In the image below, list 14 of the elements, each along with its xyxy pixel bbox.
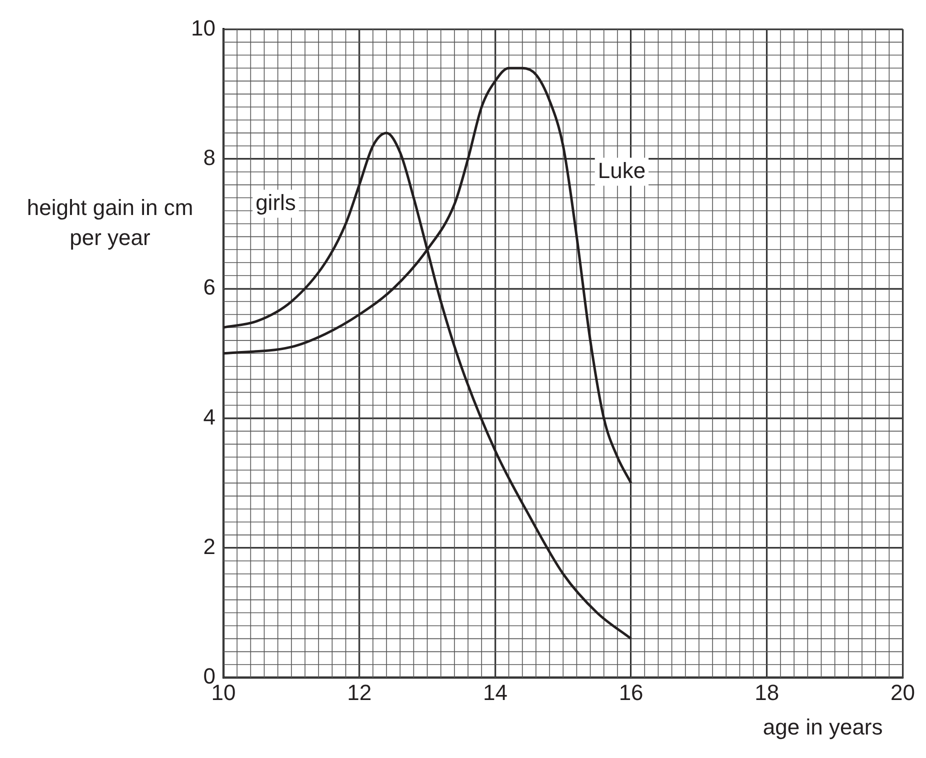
x-tick-label: 18 (754, 680, 780, 705)
x-tick-label: 20 (890, 680, 916, 705)
x-tick-label: 12 (347, 680, 372, 705)
series-label: Luke (598, 158, 646, 183)
y-tick-label: 8 (203, 144, 216, 170)
x-axis-title: age in years (762, 714, 883, 740)
x-tick-label: 16 (618, 680, 644, 705)
y-tick-label: 2 (203, 534, 216, 559)
y-axis-title: height gain in cm per year (26, 194, 194, 250)
text: girls (256, 190, 296, 215)
x-tick-label: 14 (482, 680, 508, 705)
y-tick-label: 6 (203, 274, 216, 300)
y-tick-label: 10 (190, 15, 216, 40)
y-tick-label: 4 (203, 404, 216, 430)
